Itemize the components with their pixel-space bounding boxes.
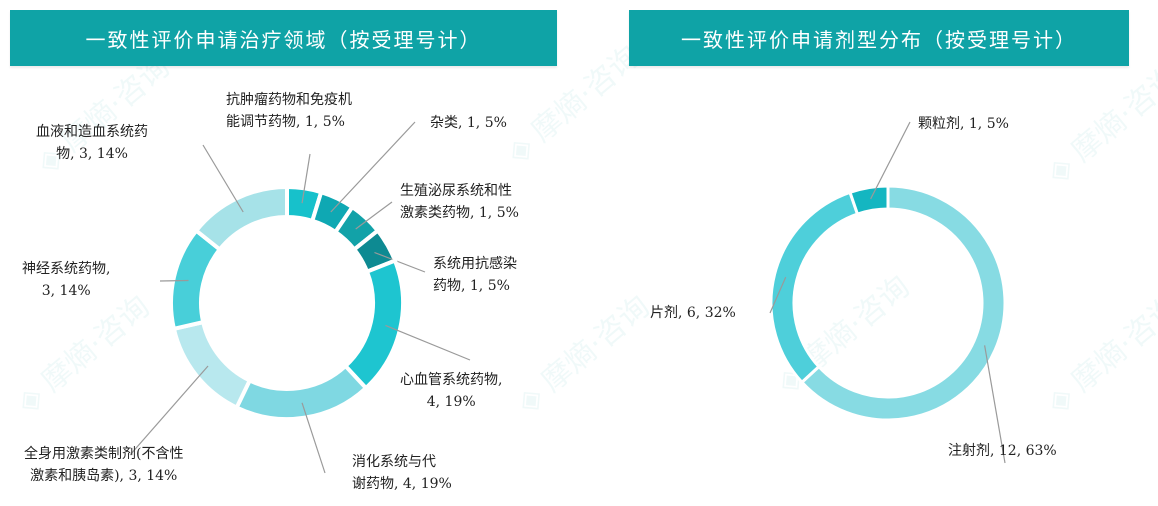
slice-label-line: 生殖泌尿系统和性 bbox=[400, 183, 512, 199]
slice-label: 片剂, 6, 32% bbox=[650, 302, 736, 324]
slice-label-line: 消化系统与代 bbox=[352, 454, 436, 470]
slice-label: 颗粒剂, 1, 5% bbox=[918, 113, 1009, 135]
slice-label-line: 抗肿瘤药物和免疫机 bbox=[226, 92, 352, 108]
slice-label-line: 激素和胰岛素), 3, 14% bbox=[30, 468, 178, 484]
slice-label: 神经系统药物, 3, 14% bbox=[22, 258, 110, 302]
leader-line bbox=[301, 153, 311, 204]
slice-label: 生殖泌尿系统和性 激素类药物, 1, 5% bbox=[400, 180, 519, 224]
donut-slice bbox=[233, 363, 369, 421]
slice-label-line: 能调节药物, 1, 5% bbox=[226, 114, 345, 130]
slice-label: 注射剂, 12, 63% bbox=[948, 440, 1057, 462]
slice-label-line: 血液和造血系统药 bbox=[36, 124, 148, 140]
donut-slice bbox=[342, 258, 405, 391]
slice-label: 心血管系统药物, 4, 19% bbox=[400, 369, 502, 413]
leader-line bbox=[202, 144, 244, 213]
dosage-form-panel: 一致性评价申请剂型分布（按受理号计） 注射剂, 12, 63% 片剂, 6, 32… bbox=[580, 0, 1158, 506]
leader-line bbox=[984, 345, 1006, 464]
leader-line bbox=[330, 121, 416, 213]
slice-label-line: 神经系统药物, bbox=[22, 261, 111, 277]
donut-slice bbox=[848, 184, 890, 216]
slice-label: 系统用抗感染 药物, 1, 5% bbox=[433, 253, 517, 297]
slice-label: 杂类, 1, 5% bbox=[430, 112, 507, 134]
slice-label-line: 全身用激素类制剂(不含性 bbox=[24, 446, 184, 462]
slice-label-line: 心血管系统药物, bbox=[400, 372, 503, 388]
slice-label: 消化系统与代 谢药物, 4, 19% bbox=[352, 451, 452, 495]
slice-label-line: 颗粒剂, 1, 5% bbox=[918, 116, 1009, 132]
donut-slice bbox=[799, 184, 1007, 422]
slice-label-line: 3, 14% bbox=[41, 283, 91, 299]
slice-label-line: 谢药物, 4, 19% bbox=[352, 476, 452, 492]
slice-label-line: 注射剂, 12, 63% bbox=[948, 443, 1057, 459]
dosage-form-donut-chart bbox=[769, 121, 1007, 464]
therapeutic-area-donut-chart bbox=[129, 121, 471, 474]
slice-label-line: 激素类药物, 1, 5% bbox=[400, 205, 519, 221]
leader-line bbox=[385, 324, 471, 361]
leader-line bbox=[769, 276, 787, 314]
slice-label: 血液和造血系统药 物, 3, 14% bbox=[36, 121, 148, 165]
slice-label: 全身用激素类制剂(不含性 激素和胰岛素), 3, 14% bbox=[24, 443, 183, 487]
slice-label-line: 药物, 1, 5% bbox=[433, 278, 510, 294]
slice-label-line: 物, 3, 14% bbox=[56, 146, 128, 162]
leader-line bbox=[301, 402, 326, 474]
donut-slice bbox=[193, 184, 289, 253]
slice-label-line: 4, 19% bbox=[426, 394, 476, 410]
slice-label-line: 杂类, 1, 5% bbox=[430, 115, 507, 131]
leader-line bbox=[870, 121, 911, 200]
donut-slice bbox=[769, 190, 860, 385]
chart-title: 一致性评价申请治疗领域（按受理号计） bbox=[10, 10, 557, 66]
slice-label-line: 片剂, 6, 32% bbox=[650, 305, 736, 321]
donut-slice bbox=[171, 319, 253, 411]
leader-line bbox=[129, 365, 209, 456]
slice-label-line: 系统用抗感染 bbox=[433, 256, 517, 272]
leader-line bbox=[355, 201, 393, 230]
therapeutic-area-panel: 一致性评价申请治疗领域（按受理号计） 抗肿瘤药物和免疫机 能调节药物, 1, 5%… bbox=[10, 10, 557, 495]
slice-label: 抗肿瘤药物和免疫机 能调节药物, 1, 5% bbox=[226, 89, 352, 133]
chart-title: 一致性评价申请剂型分布（按受理号计） bbox=[629, 10, 1129, 66]
leader-line bbox=[374, 251, 426, 273]
